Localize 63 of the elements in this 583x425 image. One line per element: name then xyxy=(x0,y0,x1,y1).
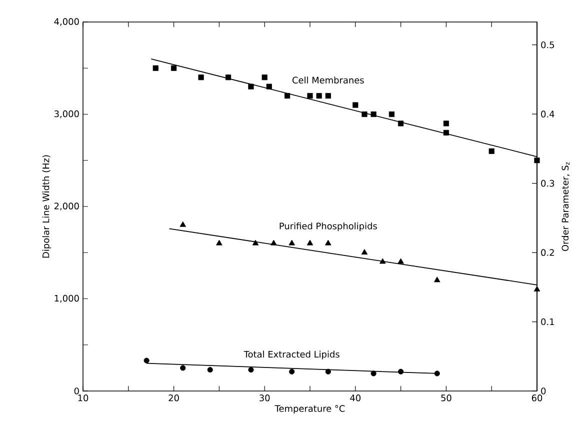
x-tick-label: 40 xyxy=(350,394,361,402)
y2-tick-label: 0.1 xyxy=(541,318,554,326)
point xyxy=(144,358,150,364)
y2-tick-label: 0.5 xyxy=(541,41,554,48)
point xyxy=(325,93,331,99)
point xyxy=(288,240,295,246)
y2-tick-label: 0.3 xyxy=(541,180,554,187)
series-label: Cell Membranes xyxy=(292,76,364,84)
point xyxy=(248,366,254,373)
x-tick-label: 50 xyxy=(441,394,452,402)
y-tick-label: 0 xyxy=(74,388,79,394)
point xyxy=(152,65,158,71)
point xyxy=(198,74,204,80)
point xyxy=(262,74,268,80)
y2-tick-label: 0 xyxy=(541,388,546,394)
point xyxy=(180,365,186,371)
series-label: Purified Phospholipids xyxy=(280,222,377,232)
point xyxy=(398,120,404,126)
point xyxy=(266,84,272,90)
point xyxy=(252,240,259,246)
point xyxy=(180,221,186,227)
y-tick-label: 4,000 xyxy=(54,18,79,26)
x-tick-label: 20 xyxy=(168,394,179,402)
x-tick-label: 10 xyxy=(78,394,88,402)
y-tick-label: 2,000 xyxy=(54,202,79,210)
point xyxy=(171,65,177,71)
point xyxy=(398,258,404,264)
point xyxy=(443,130,449,136)
y-tick-label: 3,000 xyxy=(54,110,79,118)
point xyxy=(325,240,332,246)
point xyxy=(361,249,368,255)
x-tick-label: 30 xyxy=(260,394,270,402)
point xyxy=(284,93,290,99)
point xyxy=(380,258,386,264)
point xyxy=(352,102,358,108)
point xyxy=(398,368,404,374)
y-tick-label: 1,000 xyxy=(54,294,79,303)
point xyxy=(362,111,368,118)
point xyxy=(370,111,376,118)
y2-tick-label: 0.2 xyxy=(541,249,554,256)
y2-tick-label: 0.4 xyxy=(541,110,554,118)
point xyxy=(270,240,277,246)
point xyxy=(370,370,376,376)
point xyxy=(289,368,295,374)
x-tick-label: 60 xyxy=(532,394,542,402)
point xyxy=(434,370,440,376)
point xyxy=(534,158,540,164)
point xyxy=(388,111,395,118)
point xyxy=(307,93,313,99)
point xyxy=(248,84,254,90)
point xyxy=(325,368,331,374)
point xyxy=(207,366,213,373)
point xyxy=(434,276,440,282)
series-label: Total Extracted Lipids xyxy=(244,350,340,360)
point xyxy=(443,120,449,126)
point xyxy=(306,240,314,246)
y-axis-title: Dipolar Line Width (Hz) xyxy=(42,155,51,258)
x-axis-title: Temperature °C xyxy=(274,405,345,414)
y2-axis-title: Order Parameter, S$_{z}$ xyxy=(562,162,570,252)
point xyxy=(316,93,322,99)
point xyxy=(225,74,232,80)
point xyxy=(216,240,222,246)
point xyxy=(488,148,494,154)
